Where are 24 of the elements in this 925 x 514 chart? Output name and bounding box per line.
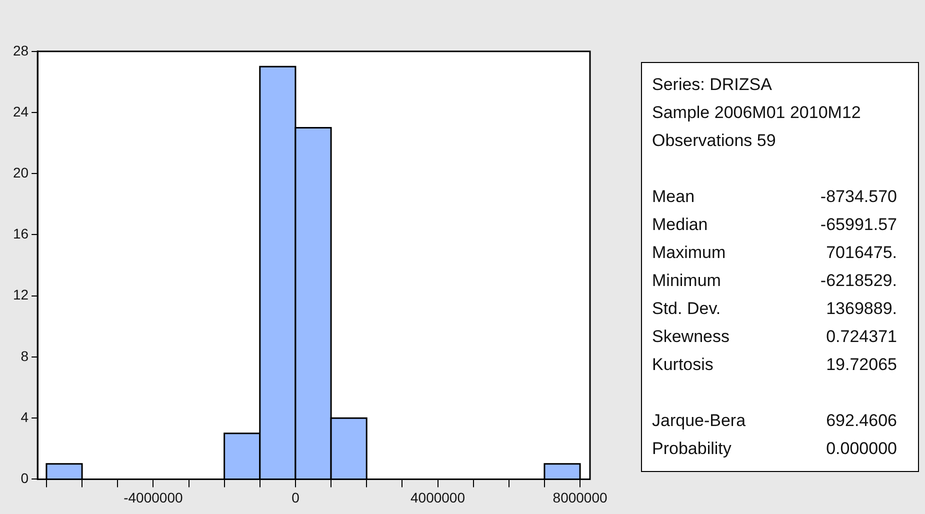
y-tick-label: 24 (12, 103, 29, 120)
text: Kurtosis 19.72065 (652, 355, 897, 374)
x-tick-label: 4000000 (410, 489, 466, 506)
y-tick-label: 16 (12, 226, 29, 242)
x-tick-label: 8000000 (552, 489, 608, 506)
y-tick-label: 12 (12, 286, 29, 303)
text: Jarque-Bera 692.4606 (652, 411, 897, 430)
text: Series: DRIZSA (652, 74, 773, 96)
text: Maximum 7016475. (652, 243, 897, 262)
text: Std. Dev. 1369889. (652, 299, 897, 318)
y-tick-label: 4 (20, 408, 29, 425)
y-tick-label: 0 (20, 470, 29, 486)
x-tick-label: 0 (292, 489, 300, 506)
y-tick-label: 20 (12, 164, 29, 180)
y-tick-label: 28 (12, 42, 29, 58)
text: Mean -8734.570 (652, 187, 897, 206)
text: Median -65991.57 (652, 215, 897, 234)
text: Observations 59 (652, 130, 777, 152)
y-tick-label: 8 (20, 348, 29, 364)
text: Minimum -6218529. (652, 271, 897, 290)
x-tick-label: -4000000 (124, 489, 183, 506)
text: Skewness 0.724371 (652, 327, 897, 346)
text: Probability 0.000000 (652, 439, 897, 458)
text: Sample 2006M01 2010M12 (652, 102, 862, 124)
